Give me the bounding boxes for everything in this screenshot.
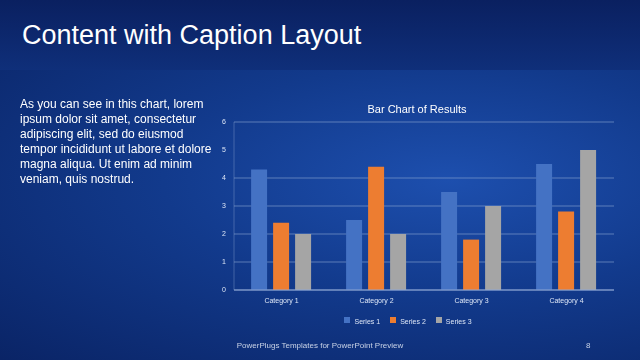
svg-text:Category 3: Category 3 [454,297,488,305]
svg-text:5: 5 [222,146,226,153]
html-text:Series 3: Series 3 [445,318,472,325]
svg-text:6: 6 [222,118,226,125]
svg-text:1: 1 [222,258,226,265]
svg-text:Category 1: Category 1 [264,297,298,305]
svg-text:Category 2: Category 2 [359,297,393,305]
svg-text:0: 0 [222,286,226,293]
html-text:Series 2: Series 2 [400,318,426,325]
html-text:Content with Caption Layout: Content with Caption Layout [22,20,362,50]
html-text:As you can see in this chart,: As you can see in this chart, lorem ipsu… [20,97,212,186]
html-text:Bar Chart of Results: Bar Chart of Results [367,103,467,115]
svg-text:Category 4: Category 4 [549,297,583,305]
svg-text:3: 3 [222,202,226,209]
html-text:8: 8 [586,341,591,350]
svg-text:2: 2 [222,230,226,237]
html-text:PowerPlugs Templates for Power: PowerPlugs Templates for PowerPoint Prev… [236,341,404,350]
html-text:Series 1: Series 1 [354,318,381,325]
svg-text:4: 4 [222,174,226,181]
